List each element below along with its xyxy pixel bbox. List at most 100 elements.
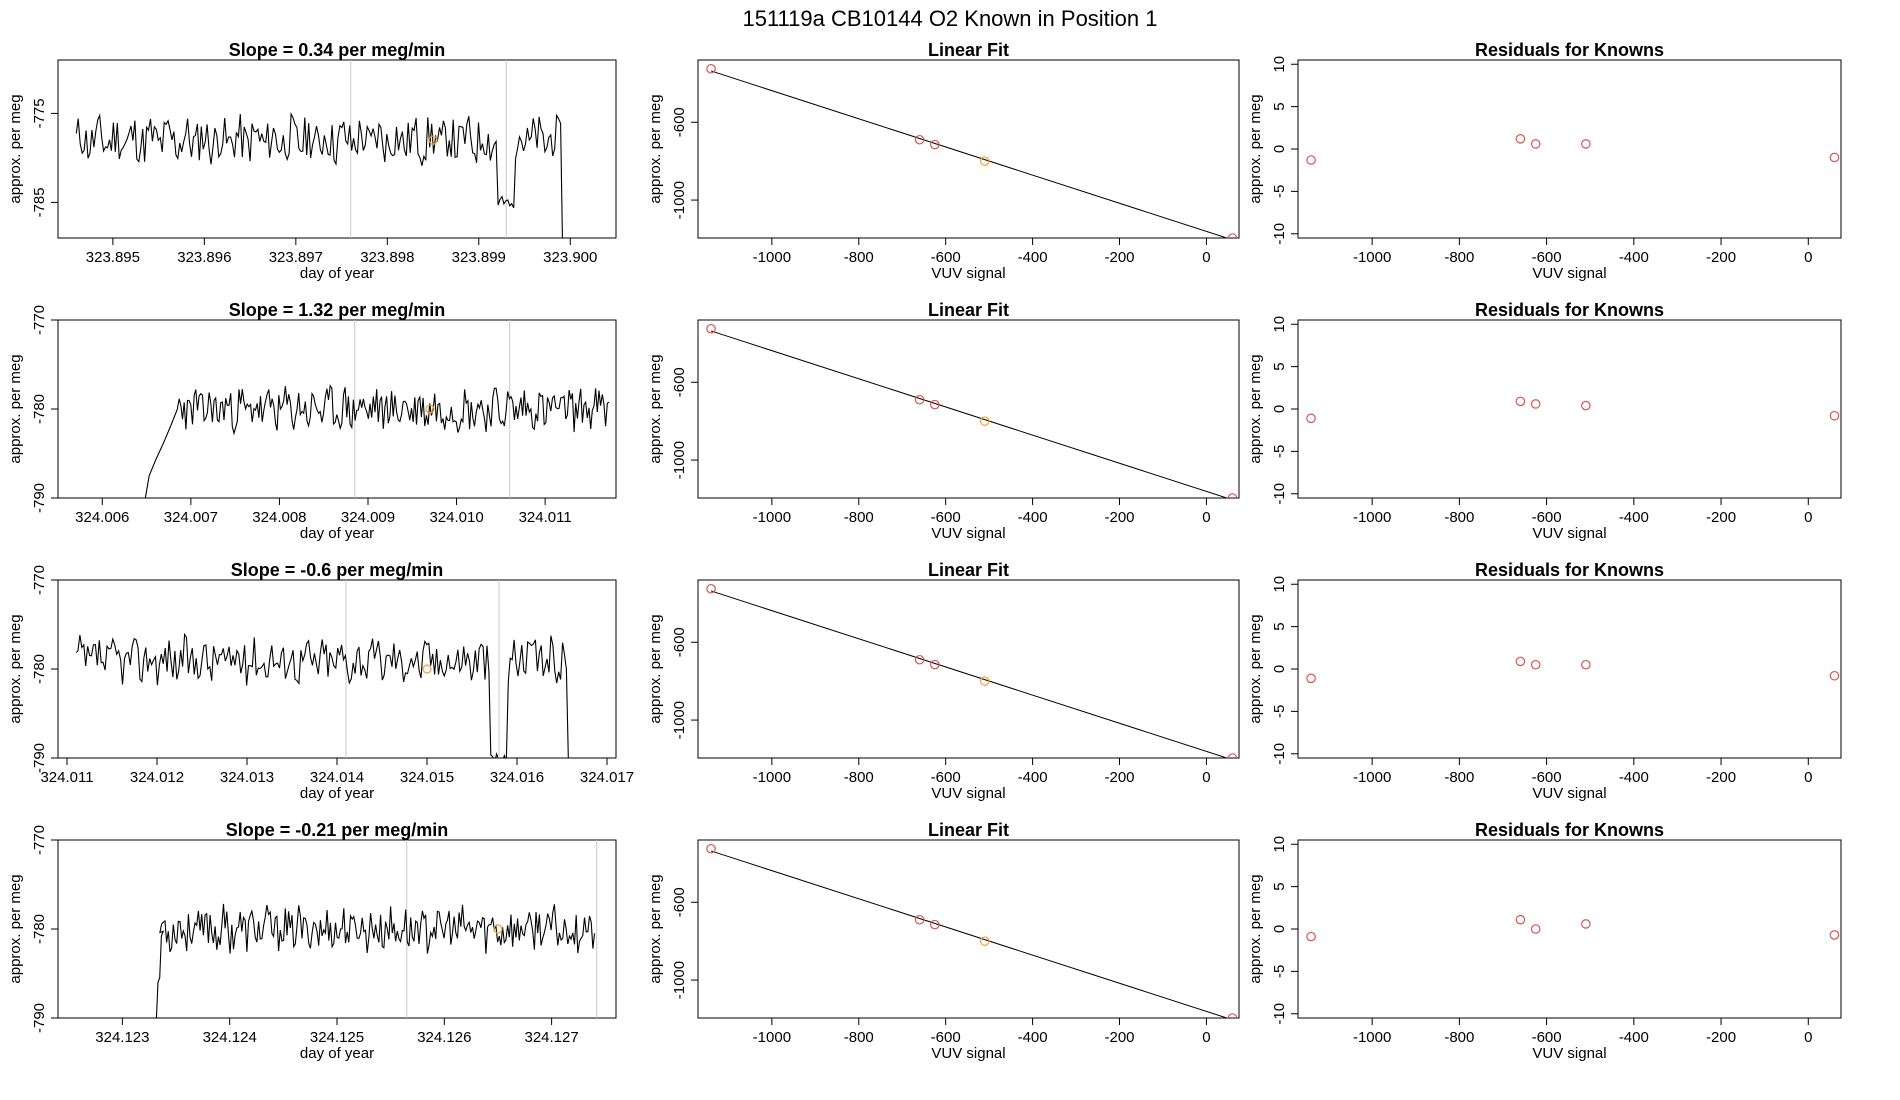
y-tick-label: 5 (1271, 102, 1288, 110)
x-tick-label: -1000 (1353, 249, 1391, 266)
x-tick-label: 0 (1202, 1029, 1210, 1046)
panel-line-1: Slope = 0.34 per meg/min 323.895 323.896 32… (7, 40, 617, 282)
data-point (1515, 134, 1526, 144)
y-tick-label: -5 (1271, 445, 1288, 458)
x-tick-label: -600 (1532, 249, 1562, 266)
y-axis-label: approx. per meg (1247, 354, 1264, 463)
data-point (1515, 914, 1526, 925)
data-point (930, 919, 940, 930)
data-point (1306, 931, 1316, 942)
plot-frame (1297, 59, 1842, 239)
y-tick-label: -790 (31, 1003, 48, 1033)
y-axis-label: approx. per meg (647, 874, 664, 983)
x-axis-label: VUV signal (1532, 265, 1606, 282)
data-point (1227, 753, 1238, 758)
x-tick-label: -200 (1706, 509, 1736, 526)
x-axis-label: day of year (300, 1045, 374, 1062)
data-point (1530, 399, 1541, 409)
data-point (1829, 410, 1840, 421)
data-point (1306, 413, 1316, 424)
x-tick-label: -600 (931, 1029, 961, 1046)
y-axis-label: approx. per meg (7, 614, 24, 723)
y-axis-label: approx. per meg (7, 874, 24, 983)
x-axis-label: VUV signal (1532, 525, 1606, 542)
panels: Slope = 0.34 per meg/min 323.895 323.896 32… (7, 40, 1842, 1062)
data-point (914, 914, 925, 925)
y-axis-label: approx. per meg (1247, 94, 1264, 203)
y-tick-label: 10 (1271, 576, 1288, 593)
fit-line (710, 850, 1229, 1018)
x-axis-label: day of year (300, 265, 374, 282)
data-series-line (75, 632, 569, 758)
data-point (706, 63, 716, 74)
panel-line-4: Slope = 1.32 per meg/min 324.006 324.007 32… (7, 300, 617, 542)
y-tick-label: -770 (31, 305, 48, 335)
y-tick-label: -5 (1271, 185, 1288, 198)
y-tick-label: -10 (1271, 483, 1288, 505)
y-tick-label: 5 (1271, 362, 1288, 370)
plot-frame (1297, 839, 1842, 1019)
x-tick-label: 324.015 (400, 769, 454, 786)
panel-title: Residuals for Knowns (1475, 300, 1664, 320)
x-tick-label: -200 (1706, 769, 1736, 786)
x-tick-label: 324.017 (580, 769, 634, 786)
x-tick-label: -1000 (753, 249, 791, 266)
data-point (706, 843, 716, 854)
x-tick-label: -400 (1018, 249, 1048, 266)
y-axis-label: approx. per meg (1247, 874, 1264, 983)
data-point (1530, 139, 1541, 149)
x-tick-label: -200 (1104, 249, 1134, 266)
y-axis-label: approx. per meg (647, 354, 664, 463)
plot-area (155, 840, 598, 1018)
x-tick-label: -600 (931, 509, 961, 526)
panel-title: Linear Fit (928, 820, 1009, 840)
x-tick-label: -400 (1018, 769, 1048, 786)
data-point (1530, 924, 1541, 934)
panel-line-10: Slope = -0.21 per meg/min 324.123 324.124 3… (7, 820, 617, 1062)
panel-title: Linear Fit (928, 300, 1009, 320)
x-tick-label: 324.010 (429, 509, 483, 526)
data-point (914, 134, 925, 145)
plot-frame (57, 59, 617, 239)
data-point (1306, 673, 1316, 684)
x-tick-label: -200 (1104, 769, 1134, 786)
fit-line (710, 330, 1229, 498)
fit-line (710, 70, 1229, 238)
panel-scatter_fit-8: Linear Fit -1000 -800 -600 -400 -200 0 -600 -100… (647, 560, 1240, 802)
x-tick-label: -800 (844, 769, 874, 786)
data-point (1306, 155, 1316, 165)
y-tick-label: -5 (1271, 965, 1288, 978)
y-tick-label: -10 (1271, 1003, 1288, 1025)
plot-frame (1297, 319, 1842, 499)
panel-title: Linear Fit (928, 40, 1009, 60)
data-point (979, 936, 990, 946)
data-point (930, 139, 940, 150)
data-point (706, 583, 716, 594)
x-tick-label: 323.900 (543, 249, 597, 266)
x-tick-label: -800 (1444, 509, 1474, 526)
y-tick-label: -775 (31, 98, 48, 128)
y-tick-label: -1000 (671, 701, 688, 739)
y-tick-label: 0 (1271, 665, 1288, 673)
panel-title: Residuals for Knowns (1475, 40, 1664, 60)
x-axis-label: VUV signal (1532, 785, 1606, 802)
plot-area (706, 63, 1238, 238)
x-tick-label: -600 (931, 769, 961, 786)
y-tick-label: -1000 (671, 181, 688, 219)
plot-area (706, 323, 1238, 498)
plot-area (706, 843, 1238, 1018)
y-tick-label: 0 (1271, 145, 1288, 153)
panel-line-7: Slope = -0.6 per meg/min 324.011 324.012 32… (7, 560, 634, 802)
x-tick-label: 323.896 (177, 249, 231, 266)
x-tick-label: -1000 (1353, 1029, 1391, 1046)
y-tick-label: -600 (671, 367, 688, 397)
y-tick-label: -790 (31, 483, 48, 513)
x-tick-label: 324.013 (220, 769, 274, 786)
x-tick-label: -200 (1706, 249, 1736, 266)
x-tick-label: 324.007 (164, 509, 218, 526)
y-tick-label: -10 (1271, 743, 1288, 765)
data-series-line (144, 384, 610, 498)
plot-frame (57, 579, 617, 759)
x-tick-label: 324.009 (341, 509, 395, 526)
x-axis-label: day of year (300, 785, 374, 802)
